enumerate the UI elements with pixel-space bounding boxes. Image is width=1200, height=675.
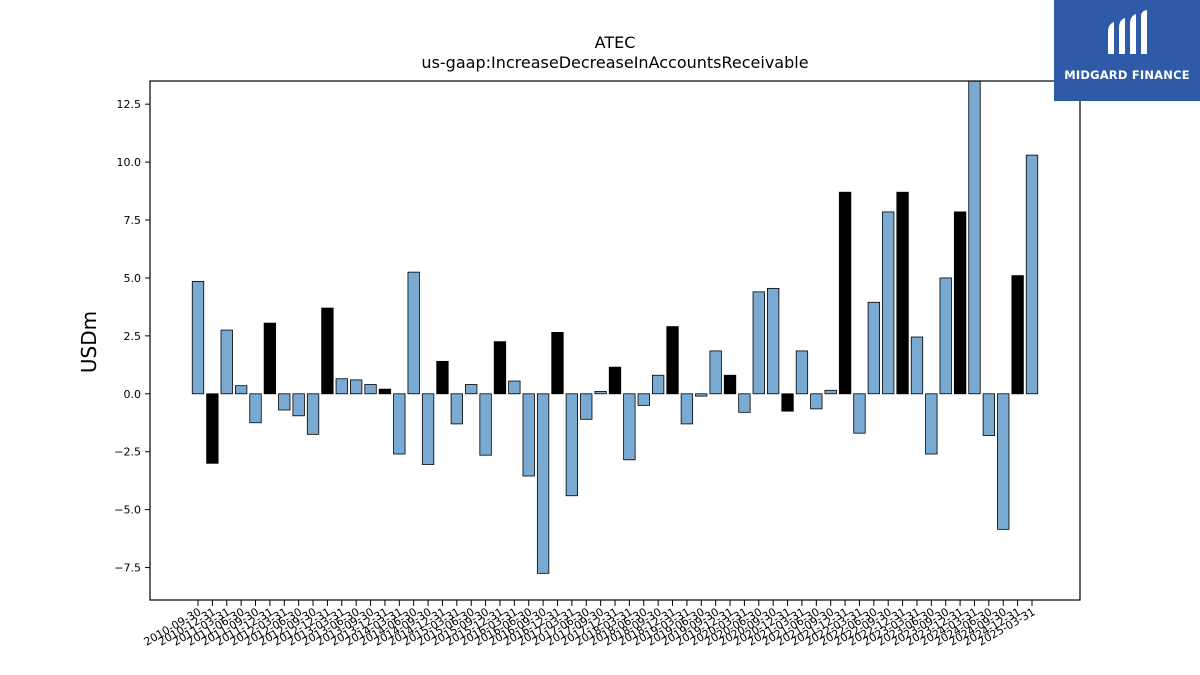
bar-2016-09-30 <box>536 393 550 574</box>
logo-mark-icon <box>1108 10 1147 54</box>
bar-2017-03-31 <box>565 393 579 497</box>
bar-2022-09-30 <box>882 211 895 395</box>
y-tick-label: 2.5 <box>124 330 142 343</box>
bar-2013-06-30 <box>350 379 363 395</box>
company-logo: MIDGARD FINANCE <box>1054 0 1200 101</box>
bar-2018-03-31 <box>623 393 636 461</box>
bar-2017-06-30 <box>580 393 593 420</box>
bar-2012-09-30 <box>306 393 320 435</box>
bar-2024-09-30 <box>997 393 1010 530</box>
bar-2020-03-31 <box>738 393 751 413</box>
y-tick-label: 12.5 <box>117 98 142 111</box>
bar-2024-03-31 <box>968 80 981 395</box>
y-axis-label: USDm <box>77 311 101 373</box>
bar-2012-03-31 <box>278 393 291 411</box>
bar-2022-12-31 <box>896 191 909 395</box>
bar-2022-03-31 <box>853 393 866 434</box>
x-axis: 2010-09-302010-12-312011-03-312011-06-30… <box>142 600 1038 649</box>
bar-2020-12-31 <box>781 393 794 412</box>
bar-2013-12-31 <box>378 388 392 395</box>
bar-2021-03-31 <box>795 350 809 395</box>
bar-2013-03-31 <box>335 378 348 395</box>
bar-2020-09-30 <box>767 287 780 395</box>
bar-2017-09-30 <box>594 391 607 395</box>
bar-2023-09-30 <box>939 277 952 395</box>
y-tick-label: −2.5 <box>114 446 141 459</box>
bar-2015-03-31 <box>450 393 463 425</box>
bar-2021-09-30 <box>824 389 837 395</box>
bar-2012-12-31 <box>321 307 334 395</box>
y-tick-label: 0.0 <box>124 388 142 401</box>
bar-2015-09-30 <box>479 393 492 456</box>
bar-2014-09-30 <box>421 393 435 465</box>
y-tick-label: 7.5 <box>124 214 142 227</box>
bar-2022-06-30 <box>867 301 880 395</box>
bars-group <box>191 80 1039 574</box>
y-tick-label: 10.0 <box>117 156 142 169</box>
y-tick-label: −7.5 <box>114 562 141 575</box>
bar-2016-12-31 <box>551 331 564 395</box>
bar-2021-06-30 <box>810 393 823 410</box>
bar-2011-12-31 <box>263 322 277 395</box>
bar-2011-06-30 <box>234 385 248 395</box>
bar-2016-06-30 <box>522 393 535 477</box>
y-tick-label: −5.0 <box>114 504 141 517</box>
bar-2019-12-31 <box>723 374 737 395</box>
bar-2017-12-31 <box>608 366 622 395</box>
bar-2010-12-31 <box>206 393 219 464</box>
plot-frame <box>149 80 1081 601</box>
bar-2014-03-31 <box>393 393 406 455</box>
bar-2018-06-30 <box>637 393 650 406</box>
bar-2021-12-31 <box>838 191 852 395</box>
bar-2011-09-30 <box>249 393 262 424</box>
bar-2020-06-30 <box>752 291 765 395</box>
bar-2013-09-30 <box>364 384 377 395</box>
bar-2015-12-31 <box>493 341 507 395</box>
bar-2023-03-31 <box>910 336 924 395</box>
bar-2014-12-31 <box>436 360 449 395</box>
bar-2015-06-30 <box>465 384 478 395</box>
chart-title: ATEC <box>595 33 636 52</box>
bar-2019-06-30 <box>695 393 708 397</box>
bar-2023-06-30 <box>925 393 938 455</box>
logo-text: MIDGARD FINANCE <box>1064 68 1190 82</box>
bar-2018-09-30 <box>651 374 665 395</box>
bar-2012-06-30 <box>292 393 305 417</box>
bar-2016-03-31 <box>508 380 521 395</box>
bar-2019-03-31 <box>680 393 694 425</box>
bar-2024-06-30 <box>982 393 996 436</box>
y-tick-label: 5.0 <box>124 272 142 285</box>
chart-subtitle: us-gaap:IncreaseDecreaseInAccountsReceiv… <box>421 53 808 72</box>
bar-2023-12-31 <box>953 211 967 395</box>
bar-2019-09-30 <box>709 350 722 395</box>
bar-2018-12-31 <box>666 326 679 395</box>
bar-2024-12-31 <box>1011 275 1024 395</box>
y-axis: −7.5 −5.0 −2.5 0.0 2.5 5.0 7.5 10.0 12.5 <box>114 98 150 575</box>
bar-2010-09-30 <box>191 281 205 395</box>
bar-2014-06-30 <box>407 271 420 395</box>
bar-2011-03-31 <box>220 329 233 395</box>
bar-2025-03-31 <box>1025 154 1039 395</box>
